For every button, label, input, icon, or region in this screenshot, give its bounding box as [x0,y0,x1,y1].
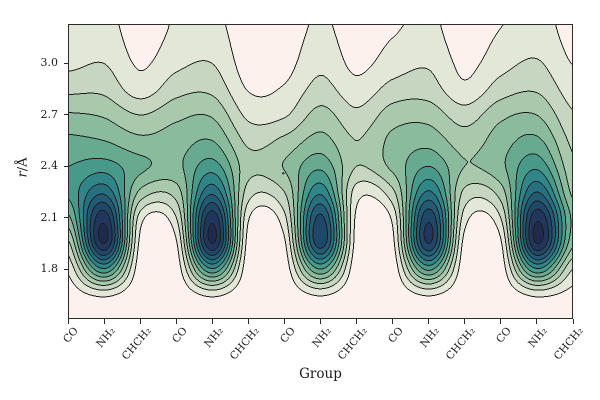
x-tick-label: CO [494,325,515,346]
x-tick-label: NH₂ [93,325,118,350]
y-tick-label: 2.7 [40,107,59,121]
x-tick-mark [464,319,466,324]
x-tick-mark [428,319,430,324]
x-tick-label: NH₂ [201,325,226,350]
x-tick-label: CO [385,325,406,346]
x-tick-mark [139,319,141,324]
x-tick-mark [67,319,69,324]
y-tick-label: 1.8 [40,262,59,276]
x-tick-mark [247,319,249,324]
y-tick-label: 3.0 [40,56,59,70]
x-tick-mark [320,319,321,324]
y-axis-label: r/Å [16,153,31,183]
y-tick-mark [63,217,68,219]
x-tick-mark [572,319,574,324]
x-tick-label: CO [169,325,190,346]
x-tick-mark [283,319,285,324]
x-tick-label: CHCH₂ [443,325,478,363]
y-tick-mark [63,114,68,116]
x-tick-label: CHCH₂ [335,325,370,363]
y-tick-mark [63,268,68,270]
x-tick-mark [356,319,358,324]
x-tick-label: CO [61,325,82,346]
x-tick-mark [211,319,213,324]
x-tick-label: CO [277,325,298,346]
y-tick-mark [63,165,68,167]
x-tick-label: NH₂ [418,325,442,350]
x-tick-mark [392,319,394,324]
x-tick-mark [536,319,538,324]
x-tick-label: CHCH₂ [552,325,587,363]
y-tick-mark [63,62,68,64]
y-tick-label: 2.1 [40,210,59,224]
y-axis-label-unit: /Å [15,157,31,172]
x-tick-label: NH₂ [526,325,551,350]
y-axis-label-variable: r [15,171,31,178]
contour-plot-canvas [68,24,573,319]
x-tick-label: CHCH₂ [227,325,262,363]
x-axis-label: Group [299,366,342,382]
x-tick-mark [500,319,502,324]
x-tick-mark [103,319,105,324]
x-tick-mark [175,319,177,324]
y-tick-label: 2.4 [40,159,59,173]
x-tick-label: NH₂ [309,325,334,350]
x-tick-label: CHCH₂ [119,325,154,363]
